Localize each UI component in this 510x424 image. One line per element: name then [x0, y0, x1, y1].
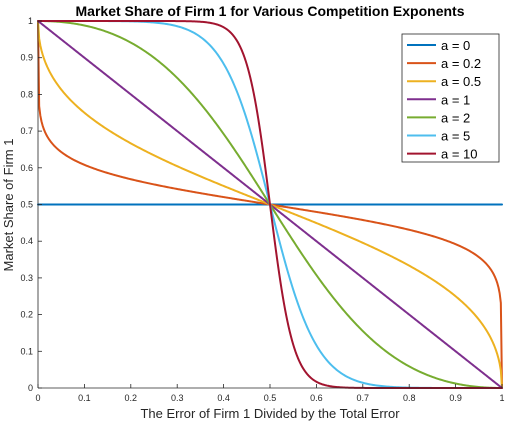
- y-tick-label-1: 0.1: [20, 346, 33, 356]
- x-tick-label-7: 0.7: [357, 393, 370, 403]
- x-tick-label-2: 0.2: [125, 393, 138, 403]
- x-axis-label: The Error of Firm 1 Divided by the Total…: [140, 406, 400, 421]
- y-tick-label-0: 0: [28, 383, 33, 393]
- y-tick-label-3: 0.3: [20, 273, 33, 283]
- legend-box: [401, 33, 500, 163]
- legend-label-0: a = 0: [441, 38, 470, 53]
- legend-entries: a = 0 a = 0.2 a = 0.5 a = 1 a = 2 a = 5 a = 10: [407, 38, 481, 162]
- x-tick-label-10: 1: [499, 393, 504, 403]
- y-tick-label-9: 0.9: [20, 53, 33, 63]
- y-tick-label-6: 0.6: [20, 163, 33, 173]
- y-tick-label-5: 0.5: [20, 200, 33, 210]
- y-axis-label: Market Share of Firm 1: [1, 139, 16, 272]
- legend-label-4: a = 2: [441, 110, 470, 125]
- legend-label-1: a = 0.2: [441, 56, 481, 71]
- y-tick-label-2: 0.2: [20, 310, 33, 320]
- legend-label-2: a = 0.5: [441, 74, 481, 89]
- legend-label-5: a = 5: [441, 129, 470, 144]
- x-tick-label-9: 0.9: [449, 393, 462, 403]
- chart-title: Market Share of Firm 1 for Various Compe…: [76, 3, 465, 19]
- x-tick-label-4: 0.4: [217, 393, 230, 403]
- x-tick-label-3: 0.3: [171, 393, 184, 403]
- y-tick-label-8: 0.8: [20, 89, 33, 99]
- y-tick-label-10: 1: [28, 16, 33, 26]
- y-tick-label-7: 0.7: [20, 126, 33, 136]
- legend-label-3: a = 1: [441, 92, 470, 107]
- y-tick-label-4: 0.4: [20, 236, 33, 246]
- x-tick-label-1: 0.1: [78, 393, 91, 403]
- x-tick-label-8: 0.8: [403, 393, 416, 403]
- legend-label-6: a = 10: [441, 147, 478, 162]
- x-tick-label-0: 0: [35, 393, 40, 403]
- x-tick-label-6: 0.6: [310, 393, 323, 403]
- axes-layer: 0 0.1 0.2 0.3 0.4 0.5 0.6 0.7 0.8 0.9 1 0 0.1 0.2 0.3 0…: [20, 16, 504, 403]
- x-tick-label-5: 0.5: [264, 393, 277, 403]
- legend: a = 0 a = 0.2 a = 0.5 a = 1 a = 2 a = 5 a = 10: [401, 33, 500, 163]
